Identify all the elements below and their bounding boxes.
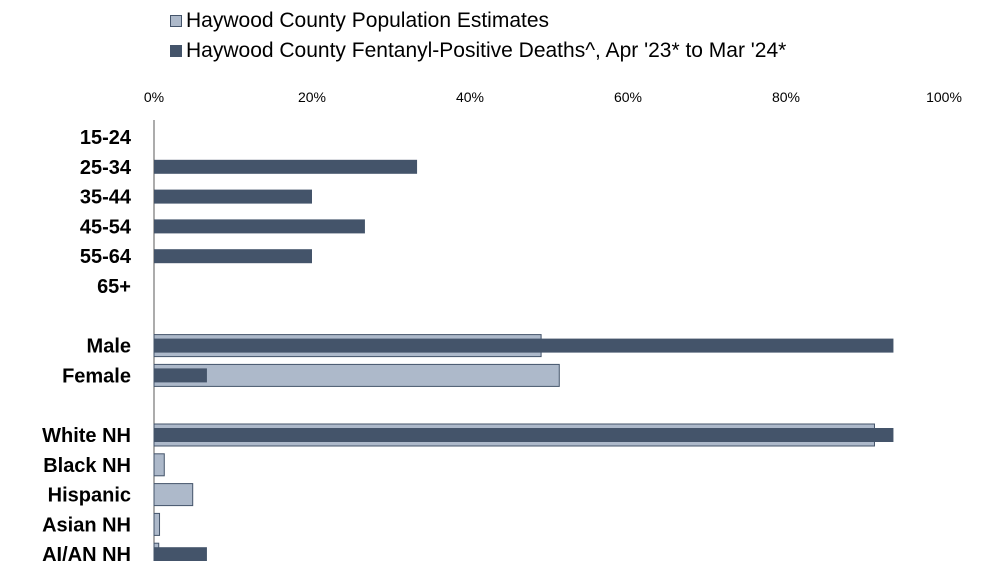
category-label: AI/AN NH bbox=[42, 544, 131, 561]
category-label: Male bbox=[87, 336, 131, 358]
category-label: 25-34 bbox=[80, 157, 132, 179]
category-label: Hispanic bbox=[48, 485, 131, 507]
bar-population bbox=[153, 453, 165, 477]
bar-population bbox=[153, 483, 194, 507]
bar-deaths bbox=[154, 368, 207, 383]
category-label: Black NH bbox=[43, 455, 131, 477]
bar-deaths bbox=[154, 189, 312, 204]
legend-item-population: Haywood County Population Estimates bbox=[170, 6, 786, 36]
category-label: 15-24 bbox=[80, 127, 132, 149]
bar-deaths bbox=[154, 249, 312, 264]
category-label: White NH bbox=[42, 425, 131, 447]
legend-label-population: Haywood County Population Estimates bbox=[186, 9, 550, 32]
legend-item-deaths: Haywood County Fentanyl-Positive Deaths^… bbox=[170, 36, 786, 66]
category-label: 55-64 bbox=[80, 246, 132, 268]
bar-population bbox=[153, 512, 161, 536]
legend-swatch-deaths bbox=[170, 45, 182, 57]
bar-population bbox=[153, 363, 560, 387]
x-tick-label: 100% bbox=[926, 89, 962, 105]
x-tick-label: 0% bbox=[144, 89, 164, 105]
x-tick-label: 60% bbox=[614, 89, 642, 105]
x-tick-label: 20% bbox=[298, 89, 326, 105]
legend: Haywood County Population Estimates Hayw… bbox=[170, 6, 786, 66]
legend-label-deaths: Haywood County Fentanyl-Positive Deaths^… bbox=[186, 39, 787, 62]
category-label: Asian NH bbox=[42, 514, 131, 536]
category-label: 65+ bbox=[97, 276, 131, 298]
x-tick-label: 40% bbox=[456, 89, 484, 105]
category-label: 35-44 bbox=[80, 187, 132, 209]
bar-deaths bbox=[154, 547, 207, 561]
bar-deaths bbox=[154, 428, 894, 442]
x-tick-label: 80% bbox=[772, 89, 800, 105]
legend-swatch-population bbox=[170, 15, 182, 27]
bar-deaths bbox=[154, 219, 365, 234]
category-label: 45-54 bbox=[80, 216, 132, 238]
bar-deaths bbox=[154, 159, 418, 174]
bar-deaths bbox=[154, 338, 894, 353]
category-label: Female bbox=[62, 365, 131, 387]
